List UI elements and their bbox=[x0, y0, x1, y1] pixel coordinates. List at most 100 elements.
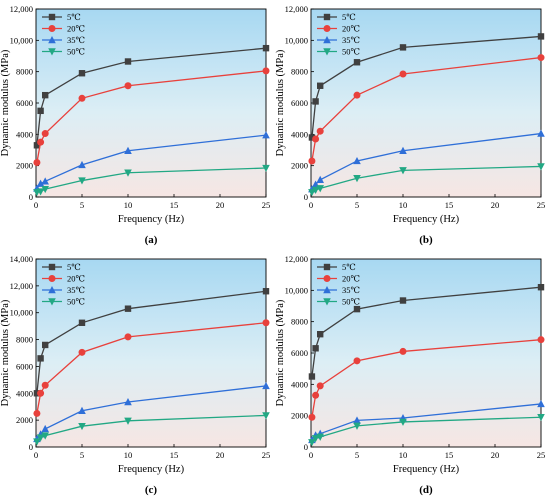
legend-label: 50℃ bbox=[342, 47, 360, 57]
data-point bbox=[41, 424, 49, 433]
data-point bbox=[78, 348, 86, 356]
data-point bbox=[316, 382, 324, 390]
data-point bbox=[41, 381, 49, 389]
x-tick-label: 20 bbox=[216, 200, 225, 210]
legend-marker bbox=[48, 298, 56, 306]
y-tick-label: 12,000 bbox=[10, 4, 33, 14]
series-line bbox=[311, 286, 542, 377]
data-point bbox=[42, 91, 49, 99]
data-point bbox=[78, 422, 86, 431]
legend-label: 5℃ bbox=[67, 12, 81, 22]
data-point bbox=[262, 412, 270, 420]
data-point bbox=[353, 416, 361, 424]
data-point bbox=[353, 59, 361, 66]
legend-label: 20℃ bbox=[67, 24, 85, 34]
data-point bbox=[308, 413, 316, 421]
chart-panel-d: 0 2000 4000 6000 8000 10,000 12,000 0 5 10 15 20 25 F… bbox=[275, 250, 550, 500]
data-point bbox=[33, 409, 41, 417]
legend: 5℃ 20℃35℃ 50℃ bbox=[42, 12, 85, 57]
data-point bbox=[262, 164, 270, 173]
chart-svg: 0 2000 4000 6000 8000 10,000 12,000 0 5 10 15 20 25 F… bbox=[275, 4, 545, 246]
data-point bbox=[124, 169, 132, 177]
data-point bbox=[124, 305, 132, 312]
legend-marker bbox=[323, 286, 331, 294]
data-point bbox=[316, 185, 324, 193]
series-50℃ bbox=[33, 164, 270, 197]
series-20℃ bbox=[308, 336, 545, 421]
data-point bbox=[308, 189, 316, 197]
chart-svg: 0 2000 4000 6000 8000 10,000 12,000 0 5 10 15 20 25 F… bbox=[275, 254, 545, 496]
legend-label: 50℃ bbox=[67, 297, 85, 307]
legend-marker bbox=[323, 48, 331, 56]
data-point bbox=[317, 331, 324, 338]
data-point bbox=[36, 188, 45, 196]
data-point bbox=[317, 82, 324, 89]
y-tick-label: 6000 bbox=[291, 348, 308, 358]
data-point bbox=[37, 107, 44, 115]
data-point bbox=[37, 389, 45, 397]
legend: 5℃ 20℃35℃ 50℃ bbox=[317, 262, 360, 307]
legend-label: 35℃ bbox=[67, 285, 85, 295]
chart-svg: 0 2000 4000 6000 8000 10,000 12,000 0 5 10 15 20 25 F… bbox=[0, 4, 270, 246]
series-line bbox=[311, 56, 542, 162]
y-tick-label: 14,000 bbox=[10, 254, 33, 264]
series-line bbox=[311, 339, 542, 418]
chart-panel-a: 0 2000 4000 6000 8000 10,000 12,000 0 5 10 15 20 25 F… bbox=[0, 0, 275, 250]
data-point bbox=[124, 82, 132, 90]
data-point bbox=[41, 185, 49, 194]
series-5℃ bbox=[308, 33, 545, 141]
series-35℃ bbox=[33, 131, 270, 192]
data-point bbox=[399, 347, 407, 355]
data-point bbox=[399, 418, 407, 426]
data-point bbox=[262, 288, 270, 295]
x-tick-label: 15 bbox=[170, 450, 179, 460]
y-tick-label: 2000 bbox=[16, 161, 33, 171]
data-point bbox=[124, 398, 132, 406]
data-point bbox=[124, 146, 132, 154]
panel-label: (a) bbox=[145, 234, 158, 246]
y-tick-label: 10,000 bbox=[10, 35, 33, 45]
y-tick-label: 4000 bbox=[16, 388, 33, 398]
data-point bbox=[308, 157, 316, 165]
data-point bbox=[262, 67, 270, 75]
data-point bbox=[537, 399, 545, 408]
legend-label: 50℃ bbox=[342, 297, 360, 307]
data-point bbox=[33, 390, 41, 397]
data-point bbox=[41, 177, 49, 185]
legend-marker bbox=[48, 48, 56, 56]
y-tick-label: 8000 bbox=[291, 67, 308, 77]
series-line bbox=[36, 47, 267, 146]
x-tick-label: 0 bbox=[34, 450, 38, 460]
legend-label: 20℃ bbox=[342, 274, 360, 284]
legend-marker bbox=[323, 298, 331, 306]
data-point bbox=[353, 156, 361, 165]
y-tick-label: 10,000 bbox=[10, 308, 33, 318]
panel-label: (d) bbox=[419, 484, 433, 496]
y-tick-label: 6000 bbox=[291, 98, 308, 108]
data-point bbox=[308, 134, 316, 141]
x-tick-label: 15 bbox=[445, 200, 454, 210]
data-point bbox=[399, 146, 407, 154]
data-point bbox=[537, 129, 545, 137]
y-tick-label: 6000 bbox=[16, 98, 33, 108]
data-point bbox=[537, 54, 545, 62]
data-point bbox=[353, 91, 361, 99]
data-point bbox=[41, 432, 49, 440]
x-tick-label: 5 bbox=[80, 200, 84, 210]
chart-svg: 0 2000 4000 6000 8000 10,000 12,000 14,000 0 5 10 1… bbox=[0, 254, 270, 496]
data-point bbox=[399, 297, 407, 304]
data-point bbox=[33, 438, 41, 446]
data-point bbox=[537, 336, 545, 344]
x-tick-label: 20 bbox=[491, 450, 500, 460]
x-tick-label: 10 bbox=[399, 450, 408, 460]
y-tick-label: 10,000 bbox=[285, 285, 308, 295]
data-point bbox=[312, 345, 319, 352]
y-tick-label: 8000 bbox=[16, 67, 33, 77]
data-point bbox=[37, 355, 44, 362]
plot-background bbox=[36, 259, 266, 447]
y-tick-label: 0 bbox=[304, 192, 308, 202]
y-tick-label: 4000 bbox=[16, 129, 33, 139]
data-point bbox=[316, 433, 324, 441]
y-tick-label: 12,000 bbox=[10, 281, 33, 291]
data-point bbox=[78, 319, 86, 326]
